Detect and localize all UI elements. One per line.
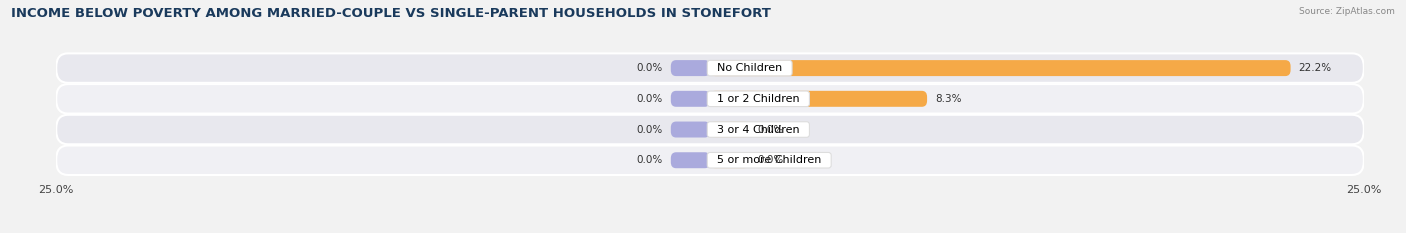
Text: 0.0%: 0.0% — [637, 155, 664, 165]
Text: Source: ZipAtlas.com: Source: ZipAtlas.com — [1299, 7, 1395, 16]
Text: 0.0%: 0.0% — [637, 63, 664, 73]
Text: 1 or 2 Children: 1 or 2 Children — [710, 94, 807, 104]
FancyBboxPatch shape — [671, 91, 710, 107]
FancyBboxPatch shape — [56, 84, 1364, 113]
Text: 3 or 4 Children: 3 or 4 Children — [710, 124, 807, 134]
FancyBboxPatch shape — [710, 60, 1291, 76]
FancyBboxPatch shape — [671, 60, 710, 76]
Text: 5 or more Children: 5 or more Children — [710, 155, 828, 165]
FancyBboxPatch shape — [56, 145, 1364, 175]
Text: 22.2%: 22.2% — [1298, 63, 1331, 73]
Text: 8.3%: 8.3% — [935, 94, 962, 104]
Text: INCOME BELOW POVERTY AMONG MARRIED-COUPLE VS SINGLE-PARENT HOUSEHOLDS IN STONEFO: INCOME BELOW POVERTY AMONG MARRIED-COUPL… — [11, 7, 770, 20]
Text: No Children: No Children — [710, 63, 789, 73]
Text: 0.0%: 0.0% — [756, 155, 783, 165]
FancyBboxPatch shape — [671, 152, 710, 168]
Text: 0.0%: 0.0% — [637, 94, 664, 104]
Text: 0.0%: 0.0% — [637, 124, 664, 134]
Text: 0.0%: 0.0% — [756, 124, 783, 134]
FancyBboxPatch shape — [56, 53, 1364, 83]
FancyBboxPatch shape — [710, 152, 749, 168]
FancyBboxPatch shape — [710, 91, 927, 107]
FancyBboxPatch shape — [56, 115, 1364, 144]
FancyBboxPatch shape — [671, 122, 710, 137]
FancyBboxPatch shape — [710, 122, 749, 137]
